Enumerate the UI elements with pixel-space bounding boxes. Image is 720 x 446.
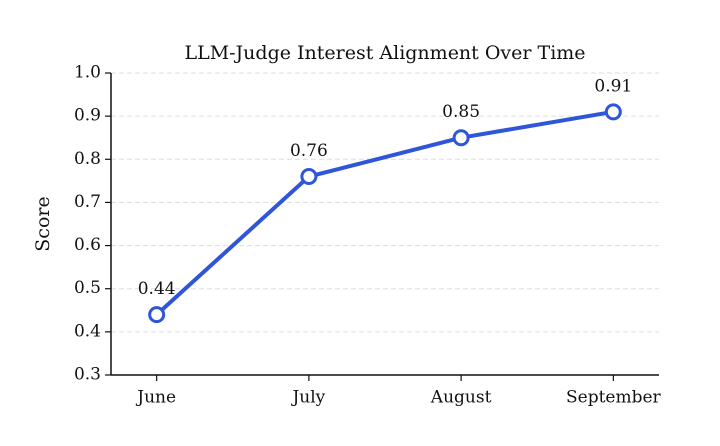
data-label: 0.44 (138, 279, 176, 299)
line (155, 109, 614, 317)
data-label: 0.76 (290, 141, 328, 161)
y-tick-label: 0.5 (74, 278, 101, 298)
y-tick-label: 0.3 (74, 365, 101, 385)
x-tick-label: September (566, 388, 662, 408)
chart-title: LLM-Judge Interest Alignment Over Time (184, 42, 585, 64)
point (148, 306, 166, 324)
data-label: 0.85 (442, 102, 480, 122)
x-tick-label: June (135, 388, 176, 408)
y-tick-label: 0.4 (74, 321, 101, 341)
y-tick-label: 1.0 (74, 63, 101, 83)
point (300, 168, 318, 186)
x-tick-label: July (290, 388, 325, 408)
point (604, 103, 622, 121)
x-tick-label: August (430, 388, 492, 408)
y-tick-label: 0.6 (74, 235, 101, 255)
data-label: 0.91 (594, 76, 632, 96)
y-axis-label: Score (32, 196, 54, 251)
y-tick-label: 0.7 (74, 192, 101, 212)
point (452, 129, 470, 147)
y-tick-label: 0.8 (74, 149, 101, 169)
y-tick-label: 0.9 (74, 106, 101, 126)
